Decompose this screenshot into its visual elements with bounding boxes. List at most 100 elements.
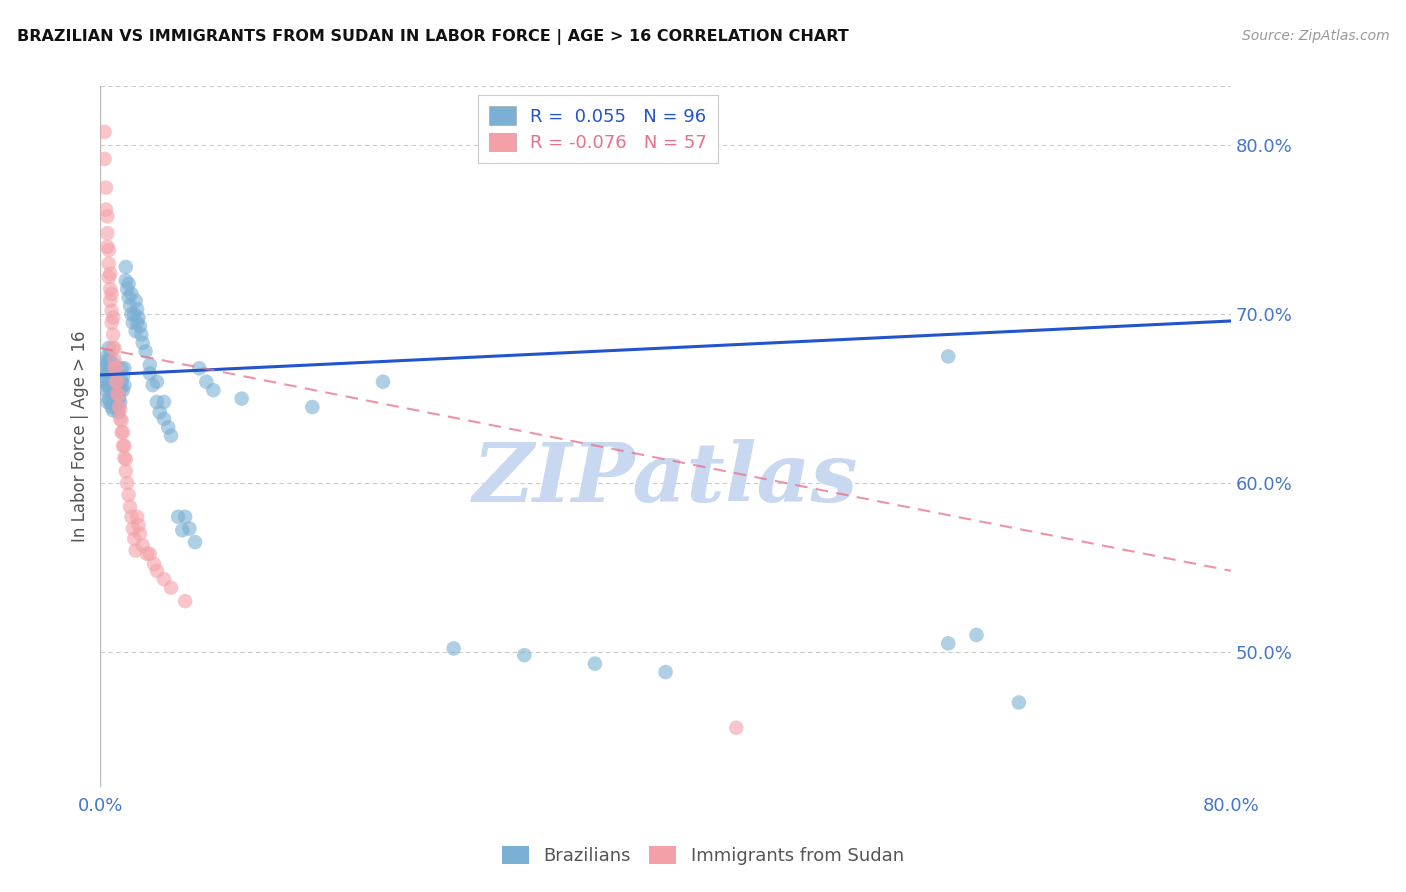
Point — [98, 293, 121, 308]
Point — [135, 344, 157, 359]
Point — [100, 316, 122, 330]
Point — [128, 310, 150, 325]
Point — [105, 383, 128, 397]
Point — [118, 500, 141, 514]
Point — [1008, 695, 1031, 709]
Point — [654, 665, 676, 679]
Point — [101, 310, 124, 325]
Point — [105, 386, 128, 401]
Point — [103, 382, 125, 396]
Point — [96, 367, 118, 381]
Point — [142, 378, 165, 392]
Point — [98, 282, 121, 296]
Point — [120, 287, 142, 301]
Point — [120, 307, 142, 321]
Point — [131, 327, 153, 342]
Point — [966, 628, 988, 642]
Point — [96, 210, 118, 224]
Point — [122, 532, 145, 546]
Point — [103, 361, 125, 376]
Point — [110, 413, 132, 427]
Point — [443, 641, 465, 656]
Text: BRAZILIAN VS IMMIGRANTS FROM SUDAN IN LABOR FORCE | AGE > 16 CORRELATION CHART: BRAZILIAN VS IMMIGRANTS FROM SUDAN IN LA… — [17, 29, 849, 45]
Point — [132, 539, 155, 553]
Point — [104, 361, 127, 376]
Point — [129, 526, 152, 541]
Point — [136, 547, 159, 561]
Point — [101, 378, 124, 392]
Point — [153, 412, 176, 426]
Point — [132, 335, 155, 350]
Point — [725, 721, 748, 735]
Point — [101, 361, 124, 376]
Point — [153, 395, 176, 409]
Point — [96, 395, 118, 409]
Point — [97, 354, 120, 368]
Point — [139, 358, 162, 372]
Point — [114, 452, 136, 467]
Point — [100, 400, 122, 414]
Point — [112, 450, 135, 465]
Point — [104, 375, 127, 389]
Point — [195, 375, 218, 389]
Point — [107, 392, 129, 406]
Point — [121, 316, 143, 330]
Point — [139, 547, 162, 561]
Point — [936, 350, 959, 364]
Point — [110, 361, 132, 376]
Point — [157, 420, 180, 434]
Point — [128, 518, 150, 533]
Point — [122, 307, 145, 321]
Point — [101, 341, 124, 355]
Point — [202, 383, 225, 397]
Point — [94, 369, 117, 384]
Point — [96, 378, 118, 392]
Y-axis label: In Labor Force | Age > 16: In Labor Force | Age > 16 — [72, 331, 89, 542]
Point — [127, 509, 149, 524]
Point — [129, 319, 152, 334]
Point — [97, 257, 120, 271]
Point — [127, 316, 149, 330]
Point — [153, 572, 176, 586]
Point — [936, 636, 959, 650]
Point — [120, 509, 142, 524]
Point — [97, 243, 120, 257]
Point — [179, 522, 201, 536]
Point — [115, 282, 138, 296]
Point — [139, 367, 162, 381]
Point — [121, 522, 143, 536]
Point — [100, 375, 122, 389]
Point — [103, 352, 125, 367]
Point — [231, 392, 253, 406]
Point — [114, 260, 136, 274]
Point — [98, 395, 121, 409]
Point — [583, 657, 606, 671]
Point — [112, 361, 135, 376]
Point — [110, 425, 132, 440]
Point — [103, 358, 125, 372]
Point — [96, 350, 118, 364]
Point — [97, 378, 120, 392]
Text: Source: ZipAtlas.com: Source: ZipAtlas.com — [1241, 29, 1389, 43]
Point — [93, 375, 115, 389]
Point — [101, 369, 124, 384]
Point — [100, 287, 122, 301]
Point — [96, 226, 118, 240]
Point — [98, 383, 121, 397]
Point — [188, 361, 211, 376]
Point — [101, 327, 124, 342]
Point — [149, 405, 172, 419]
Point — [114, 273, 136, 287]
Point — [98, 361, 121, 376]
Point — [114, 464, 136, 478]
Point — [174, 509, 197, 524]
Point — [104, 400, 127, 414]
Point — [94, 383, 117, 397]
Point — [146, 564, 169, 578]
Point — [111, 369, 134, 384]
Legend: Brazilians, Immigrants from Sudan: Brazilians, Immigrants from Sudan — [495, 838, 911, 872]
Point — [94, 202, 117, 217]
Point — [111, 383, 134, 397]
Point — [93, 361, 115, 376]
Point — [111, 439, 134, 453]
